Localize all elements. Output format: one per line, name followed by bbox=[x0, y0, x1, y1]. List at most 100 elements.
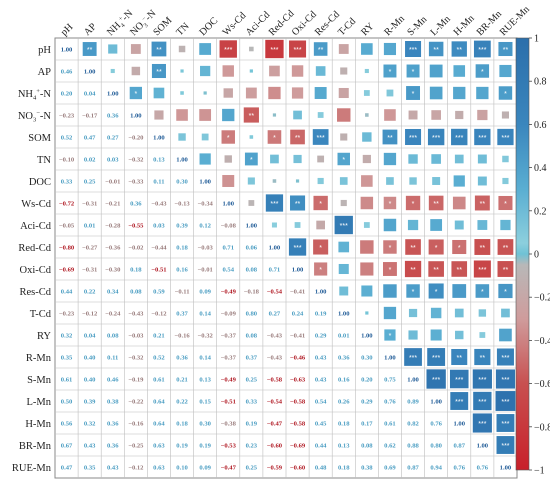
cell-value: 0.69 bbox=[384, 465, 396, 472]
cell-value: −0.21 bbox=[105, 201, 120, 208]
significance-stars: * bbox=[389, 267, 392, 274]
cell-square bbox=[363, 222, 370, 228]
cell-square bbox=[474, 348, 491, 366]
cell-value: −0.12 bbox=[82, 311, 98, 318]
cell-value: 0.24 bbox=[292, 311, 304, 318]
cell-value: −0.05 bbox=[59, 223, 75, 230]
cell-value: 0.36 bbox=[176, 355, 188, 362]
cell-value: −0.11 bbox=[175, 289, 190, 296]
significance-stars: * bbox=[389, 245, 392, 252]
cell-square bbox=[405, 195, 421, 211]
significance-stars: *** bbox=[478, 399, 486, 406]
cell-value: 0.76 bbox=[384, 399, 396, 406]
cell-value: 0.13 bbox=[153, 157, 165, 164]
significance-stars: * bbox=[389, 201, 392, 208]
cell-value: −0.08 bbox=[221, 223, 237, 230]
cell-square bbox=[337, 108, 351, 122]
cell-square bbox=[199, 109, 212, 121]
cell-square bbox=[272, 179, 277, 183]
cell-square bbox=[361, 285, 373, 297]
cell-value: 0.37 bbox=[176, 311, 188, 318]
significance-stars: ** bbox=[433, 47, 439, 54]
cell-value: 0.34 bbox=[107, 289, 119, 296]
cell-value: 0.46 bbox=[61, 69, 73, 76]
cell-square bbox=[176, 109, 188, 121]
cell-value: 0.48 bbox=[315, 465, 327, 472]
cell-value: −0.63 bbox=[290, 377, 306, 384]
significance-stars: * bbox=[389, 69, 392, 76]
cell-value: 0.37 bbox=[246, 355, 258, 362]
cell-square bbox=[453, 175, 465, 187]
cell-value: 0.01 bbox=[338, 333, 350, 340]
cell-value: 0.87 bbox=[407, 465, 419, 472]
cell-square bbox=[477, 154, 487, 164]
cell-square bbox=[407, 219, 419, 231]
significance-stars: * bbox=[435, 245, 438, 252]
cell-value: 0.43 bbox=[315, 355, 327, 362]
column-label: Aci-Cd bbox=[244, 10, 273, 39]
cell-value: 0.03 bbox=[153, 223, 165, 230]
cell-value: −0.13 bbox=[174, 201, 190, 208]
cell-value: 0.64 bbox=[153, 421, 165, 428]
significance-stars: ** bbox=[387, 135, 393, 142]
cell-square bbox=[428, 239, 444, 255]
cell-value: −0.12 bbox=[151, 311, 167, 318]
cell-square bbox=[454, 220, 464, 230]
cell-square bbox=[199, 43, 212, 55]
cell-value: −0.31 bbox=[82, 267, 97, 274]
significance-stars: *** bbox=[317, 135, 325, 142]
cell-value: −0.58 bbox=[290, 399, 306, 406]
cell-square bbox=[265, 194, 284, 212]
cell-square bbox=[317, 112, 324, 118]
cell-value: 0.38 bbox=[107, 399, 119, 406]
cell-square bbox=[247, 177, 255, 185]
colorbar-tick-label: −0.4 bbox=[534, 336, 550, 347]
cell-value: 0.76 bbox=[430, 421, 442, 428]
row-label: L-Mn bbox=[27, 397, 52, 408]
cell-value: 0.63 bbox=[153, 443, 165, 450]
cell-square bbox=[406, 64, 420, 78]
cell-square bbox=[248, 200, 255, 206]
cell-value: 0.43 bbox=[107, 465, 119, 472]
cell-square bbox=[130, 44, 141, 54]
cell-square bbox=[383, 196, 397, 210]
cell-square bbox=[473, 260, 491, 278]
cell-value: 0.08 bbox=[246, 267, 258, 274]
significance-stars: * bbox=[342, 157, 345, 164]
significance-stars: *** bbox=[409, 47, 417, 54]
cell-value: 1.00 bbox=[176, 157, 188, 164]
cell-value: 0.35 bbox=[61, 355, 73, 362]
cell-value: 0.17 bbox=[361, 421, 373, 428]
significance-stars: * bbox=[134, 91, 137, 98]
significance-stars: * bbox=[412, 201, 415, 208]
colorbar: 1 0.8 0.6 0.4 0.2 0 −0.2 −0.4 −0.6 −0.8 −1 bbox=[515, 34, 550, 477]
cell-square bbox=[129, 86, 142, 100]
cell-value: 0.08 bbox=[246, 333, 258, 340]
significance-stars: ** bbox=[295, 135, 301, 142]
cell-value: −0.19 bbox=[128, 377, 144, 384]
cell-value: 0.01 bbox=[84, 223, 96, 230]
cell-square bbox=[222, 175, 235, 187]
cell-value: 0.32 bbox=[84, 421, 96, 428]
significance-stars: *** bbox=[478, 47, 486, 54]
cell-square bbox=[449, 369, 469, 389]
row-label: R-Mn bbox=[26, 353, 52, 364]
cell-square bbox=[430, 307, 442, 319]
column-label: BR-Mn bbox=[475, 9, 504, 38]
significance-stars: *** bbox=[409, 355, 417, 362]
cell-square bbox=[245, 87, 257, 99]
cell-square bbox=[451, 261, 468, 277]
cell-value: −0.47 bbox=[267, 421, 283, 428]
cell-square bbox=[383, 152, 397, 166]
significance-stars: ** bbox=[457, 355, 463, 362]
cell-value: 0.32 bbox=[61, 333, 73, 340]
significance-stars: *** bbox=[270, 201, 278, 208]
cell-square bbox=[203, 91, 207, 95]
cell-value: −0.44 bbox=[151, 245, 167, 252]
row-label: Ws-Cd bbox=[21, 199, 51, 210]
cell-square bbox=[475, 64, 490, 78]
significance-stars: *** bbox=[432, 355, 440, 362]
cell-value: 0.56 bbox=[61, 421, 73, 428]
significance-stars: * bbox=[504, 201, 507, 208]
cell-square bbox=[383, 306, 397, 320]
